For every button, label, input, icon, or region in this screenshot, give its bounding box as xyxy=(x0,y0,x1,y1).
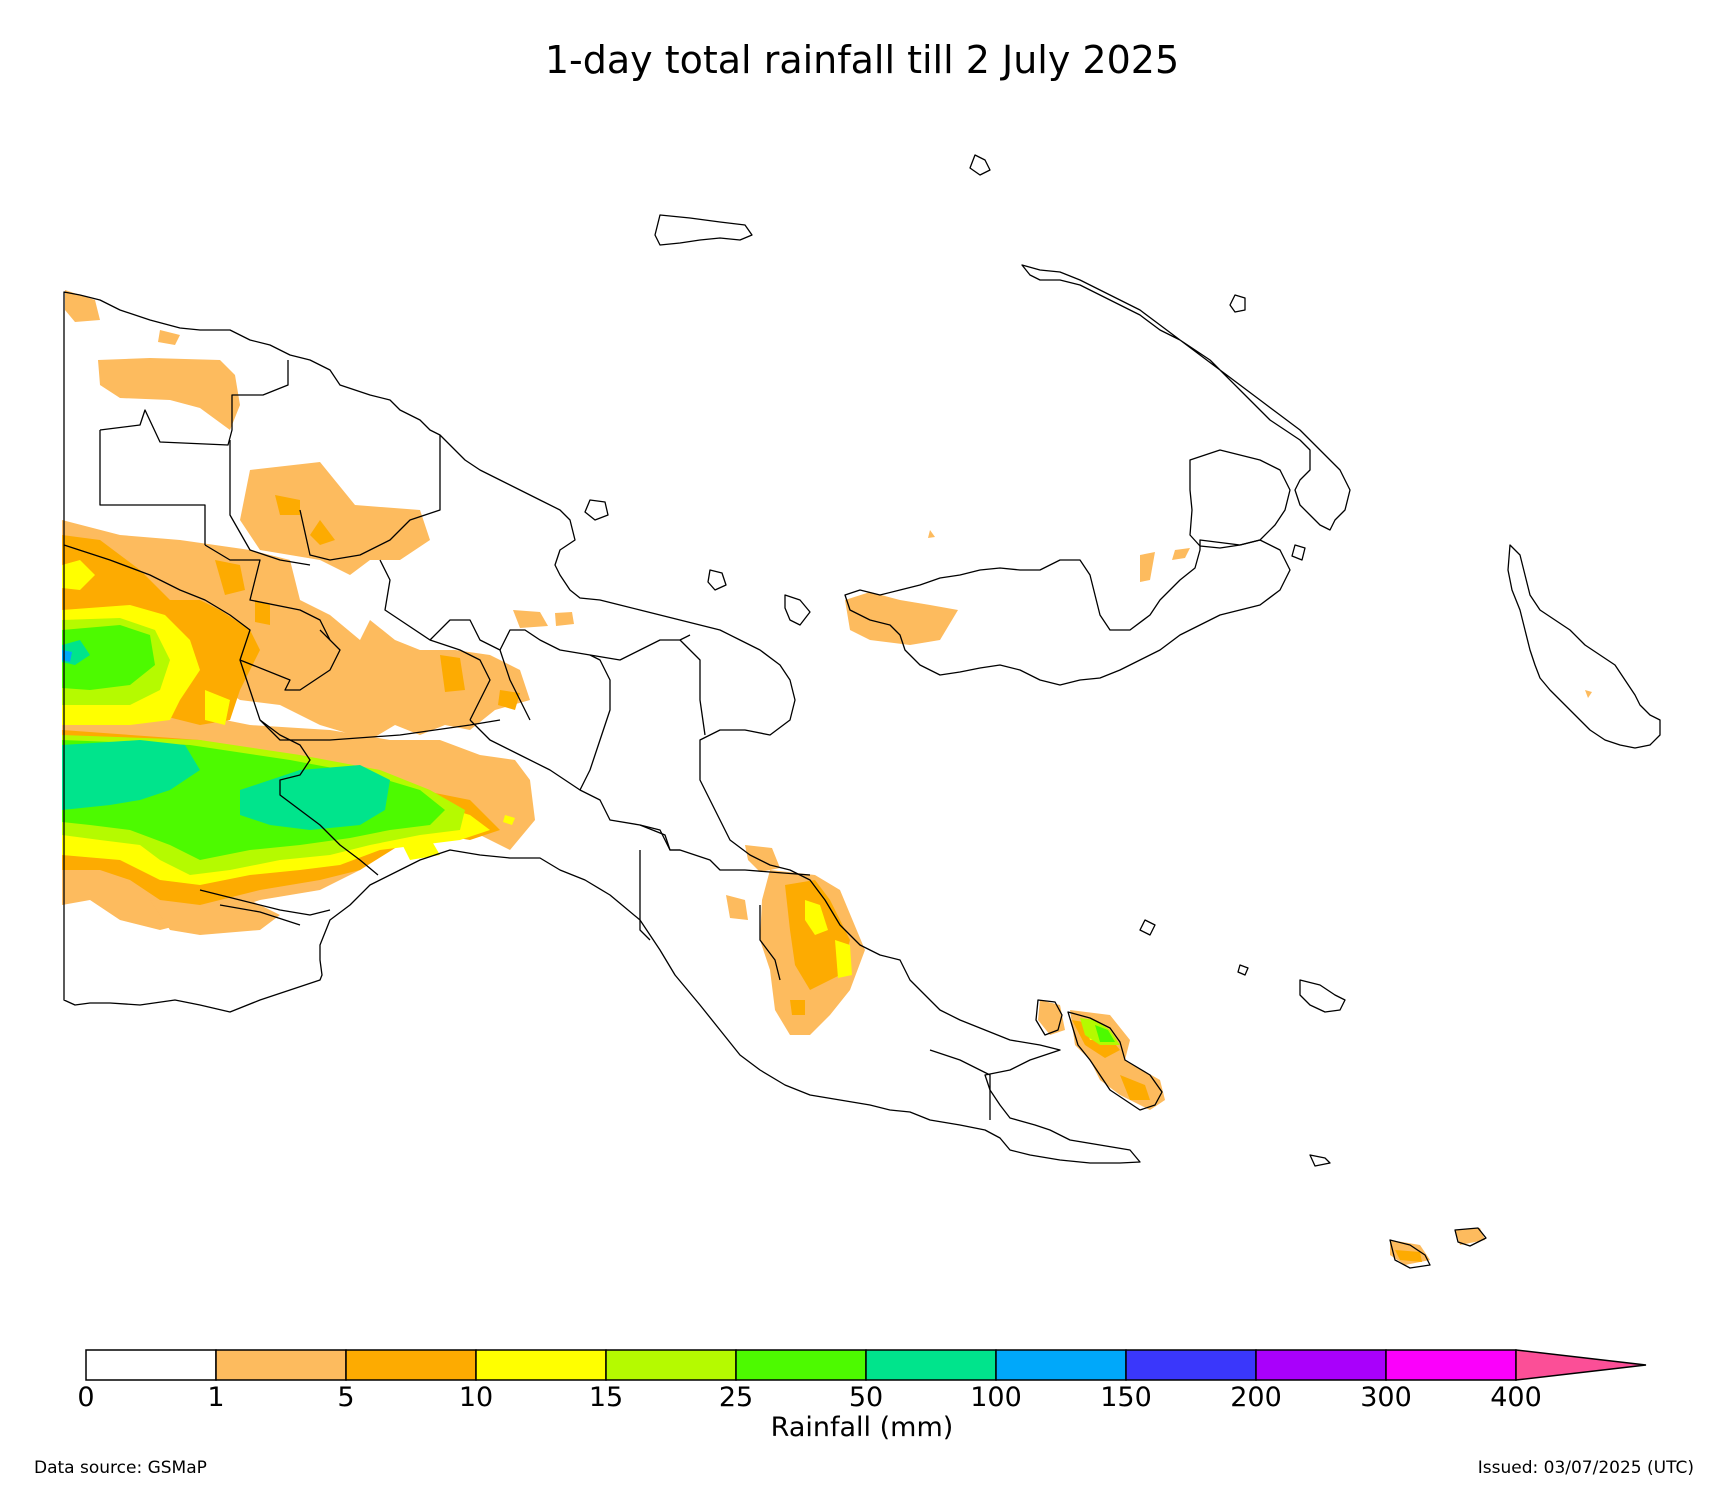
colorbar-tick-label: 15 xyxy=(588,1382,624,1413)
colorbar-cell xyxy=(995,1349,1127,1381)
colorbar-tick-label: 150 xyxy=(1100,1382,1152,1413)
colorbar-cell xyxy=(215,1349,347,1381)
data-source-label: Data source: GSMaP xyxy=(34,1458,207,1478)
colorbar-tick-label: 50 xyxy=(848,1382,884,1413)
colorbar-tick-label: 400 xyxy=(1490,1382,1542,1413)
colorbar-cell xyxy=(605,1349,737,1381)
colorbar-cell xyxy=(1255,1349,1387,1381)
colorbar-tick-label: 100 xyxy=(970,1382,1022,1413)
map-title: 1-day total rainfall till 2 July 2025 xyxy=(544,38,1180,82)
colorbar-cell xyxy=(865,1349,997,1381)
colorbar-cell xyxy=(85,1349,217,1381)
colorbar-tick-label: 200 xyxy=(1230,1382,1282,1413)
coastlines xyxy=(63,154,1661,1269)
colorbar-extend-arrow xyxy=(1515,1349,1647,1381)
colorbar-cell xyxy=(1385,1349,1517,1381)
colorbar-cell xyxy=(735,1349,867,1381)
colorbar-tick-label: 0 xyxy=(77,1382,95,1413)
colorbar-tick-label: 25 xyxy=(718,1382,754,1413)
colorbar-tick-label: 300 xyxy=(1360,1382,1412,1413)
colorbar-tick-label: 5 xyxy=(337,1382,355,1413)
colorbar-title: Rainfall (mm) xyxy=(770,1412,954,1443)
colorbar-tick-label: 10 xyxy=(458,1382,494,1413)
rainfall-shading xyxy=(62,290,1592,1265)
rain-50-100mm-areas xyxy=(62,640,390,830)
colorbar-cell xyxy=(475,1349,607,1381)
issued-date-label: Issued: 03/07/2025 (UTC) xyxy=(1477,1458,1694,1478)
colorbar-cell xyxy=(345,1349,477,1381)
colorbar-cell xyxy=(1125,1349,1257,1381)
colorbar-tick-label: 1 xyxy=(207,1382,225,1413)
